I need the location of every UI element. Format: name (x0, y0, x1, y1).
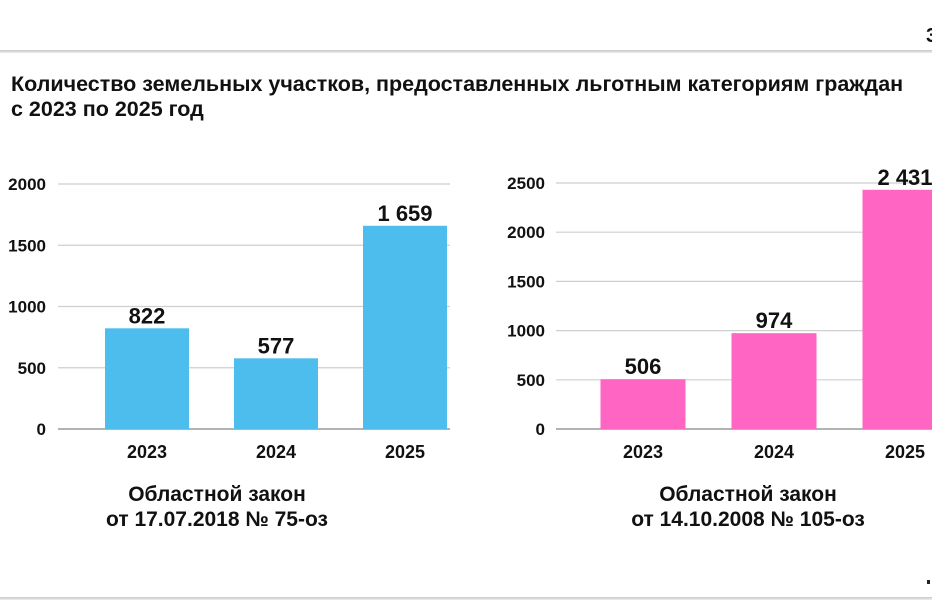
top-divider (0, 50, 932, 53)
right-x-tick-label: 2024 (754, 442, 794, 462)
right-data-label: 974 (756, 308, 793, 333)
right-y-tick-label: 2000 (507, 223, 545, 242)
caption-left-line1: Областной закон (128, 483, 306, 506)
right-x-tick-label: 2025 (885, 442, 925, 462)
right-data-label: 2 431 (877, 165, 932, 190)
bottom-divider (0, 597, 932, 600)
right-y-tick-label: 1500 (507, 272, 545, 291)
left-y-tick-label: 0 (37, 420, 46, 439)
caption-right-line2: от 14.10.2008 № 105-оз (631, 508, 865, 531)
right-y-tick-label: 500 (517, 371, 545, 390)
right-bar (731, 333, 817, 429)
chart-right: 0 500 1000 1500 2000 2500 506 2023 974 2024 2 431 2… (507, 165, 932, 462)
caption-right-line1: Областной закон (659, 483, 837, 506)
right-bar (600, 379, 686, 429)
caption-right: Областной закон от 14.10.2008 № 105-оз (588, 482, 908, 532)
left-data-label: 1 659 (377, 201, 432, 226)
right-data-label: 506 (625, 354, 662, 379)
left-y-tick-label: 2000 (8, 175, 46, 194)
left-x-tick-label: 2023 (127, 442, 167, 462)
chart-left: 0 500 1000 1500 2000 822 2023 577 2024 1 659 2025 (8, 175, 450, 462)
left-y-tick-label: 1000 (8, 298, 46, 317)
caption-left: Областной закон от 17.07.2018 № 75-оз (77, 482, 357, 532)
left-x-tick-label: 2025 (385, 442, 425, 462)
right-x-tick-label: 2023 (623, 442, 663, 462)
left-bar (234, 358, 318, 429)
left-bar (363, 225, 447, 429)
left-x-tick-label: 2024 (256, 442, 296, 462)
left-data-label: 577 (258, 333, 295, 358)
right-y-tick-label: 1000 (507, 322, 545, 341)
caption-left-line2: от 17.07.2018 № 75-оз (106, 508, 328, 531)
right-y-tick-label: 2500 (507, 174, 545, 193)
right-y-tick-label: 0 (536, 420, 545, 439)
right-bar (862, 189, 932, 429)
left-bar (105, 328, 189, 429)
page-title: Количество земельных участков, предостав… (11, 72, 904, 121)
left-y-tick-label: 500 (18, 359, 46, 378)
page-number: 3 (926, 26, 932, 46)
left-data-label: 822 (129, 303, 166, 328)
left-y-tick-label: 1500 (8, 236, 46, 255)
corner-mark (927, 580, 930, 584)
